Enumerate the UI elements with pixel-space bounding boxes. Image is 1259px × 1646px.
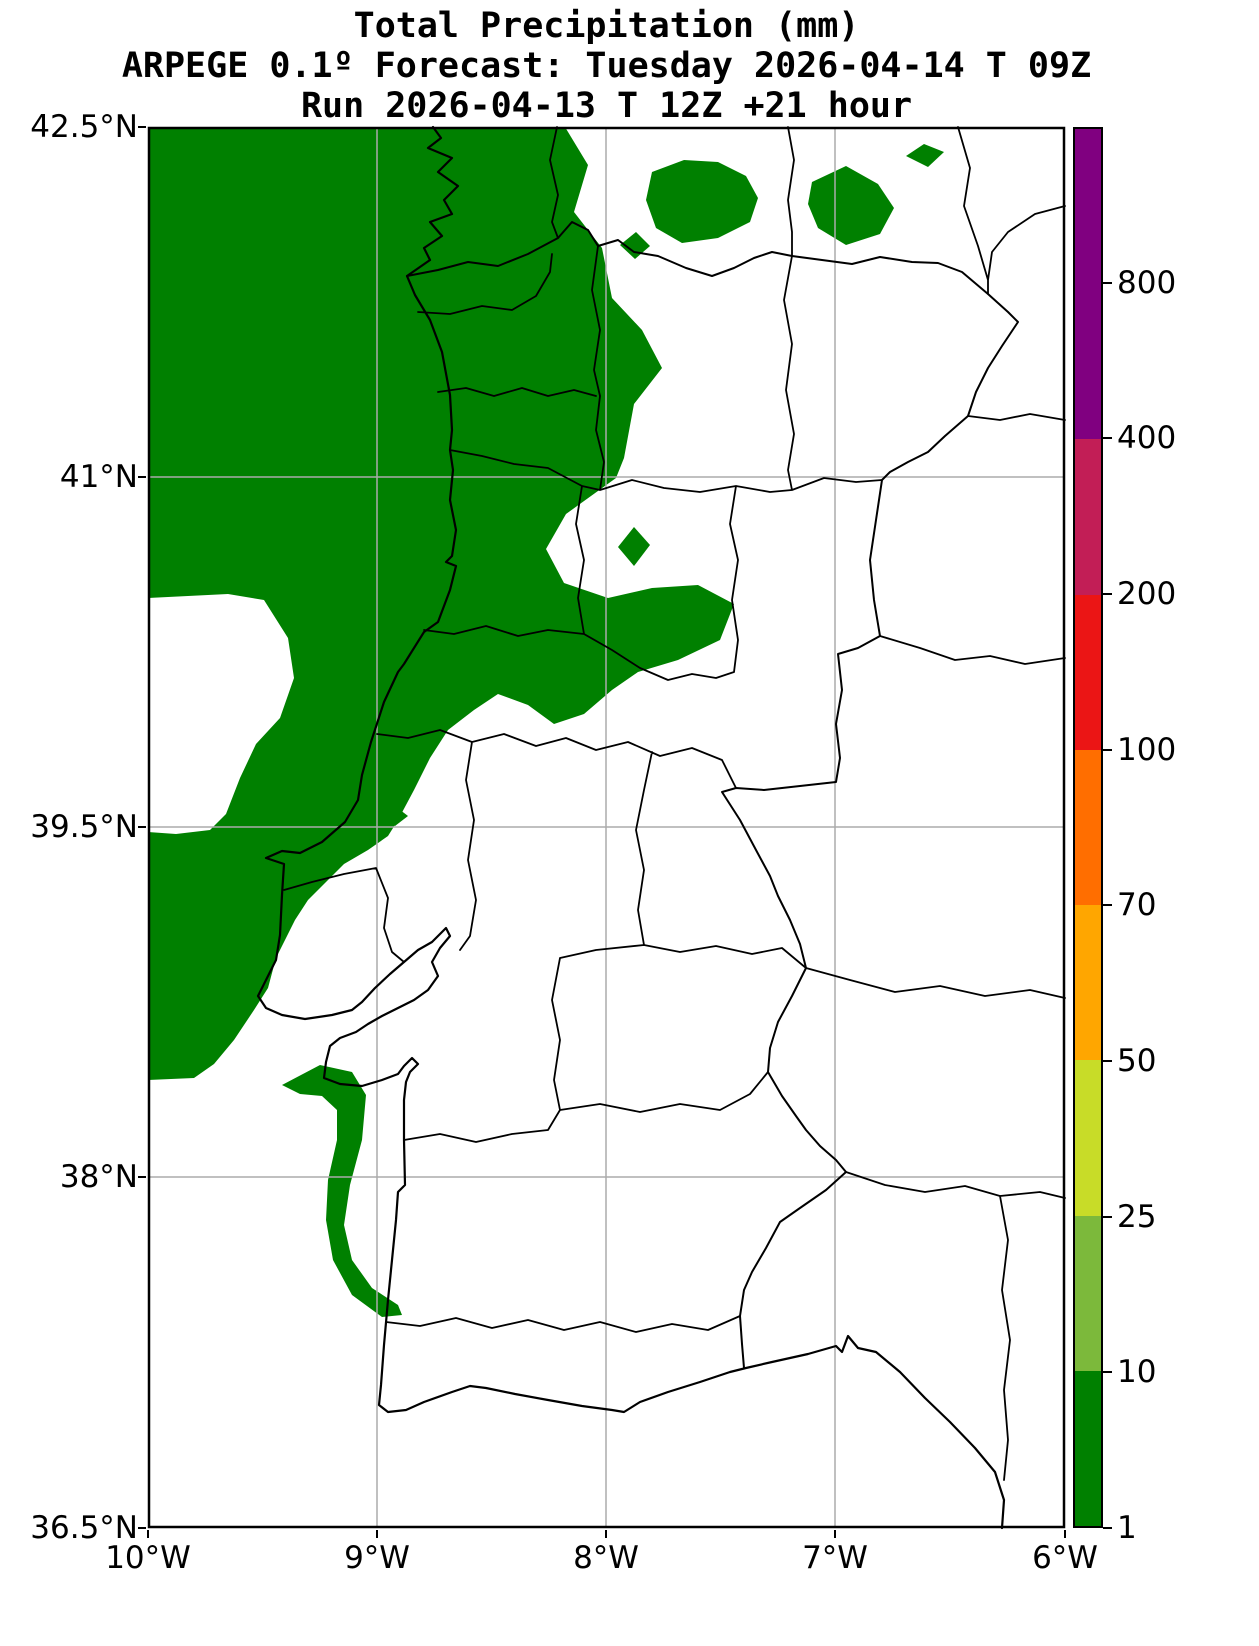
colorbar-tick-label: 100 xyxy=(1117,731,1177,768)
precip-region-small-2 xyxy=(618,527,650,566)
portugal-district-borders xyxy=(283,245,883,1333)
colorbar-tick-label: 70 xyxy=(1117,887,1157,924)
colorbar-tick xyxy=(1103,748,1112,751)
precip-region-main xyxy=(148,127,734,1080)
colorbar-segment xyxy=(1075,129,1101,285)
precip-region-blob-north-center xyxy=(646,160,758,243)
lon-tick-label: 6°W xyxy=(1032,1540,1098,1576)
colorbar-tick xyxy=(1103,1527,1112,1529)
lon-tick-label: 10°W xyxy=(105,1540,191,1576)
precip-region-blob-top-right xyxy=(906,144,944,167)
title-line-1: Total Precipitation (mm) xyxy=(353,6,860,46)
y-axis-tick xyxy=(138,826,146,828)
title-line-2: ARPEGE 0.1º Forecast: Tuesday 2026-04-14… xyxy=(121,46,1092,86)
colorbar-tick-label: 200 xyxy=(1117,576,1177,612)
x-axis-tick xyxy=(1064,1530,1066,1538)
precip-region-blob-north-east xyxy=(808,166,894,245)
precip-region-south-coast-strip xyxy=(282,1065,402,1317)
colorbar xyxy=(1073,127,1103,1528)
lat-tick-label: 39.5°N xyxy=(30,809,138,845)
x-axis-tick xyxy=(147,1530,149,1538)
colorbar-segment xyxy=(1075,594,1101,750)
spain-province-borders xyxy=(549,126,1066,1481)
coastline xyxy=(256,125,1006,1530)
colorbar-segment xyxy=(1075,905,1101,1061)
colorbar-tick-label: 10 xyxy=(1117,1354,1157,1391)
x-axis-tick xyxy=(605,1530,607,1538)
colorbar-tick xyxy=(1103,1060,1112,1062)
x-axis-tick xyxy=(376,1530,378,1538)
y-axis-tick xyxy=(138,476,146,478)
lon-tick-label: 7°W xyxy=(802,1540,868,1576)
colorbar-tick xyxy=(1103,1371,1112,1374)
colorbar-segment xyxy=(1075,1370,1101,1526)
lon-tick-label: 8°W xyxy=(573,1540,639,1576)
colorbar-tick xyxy=(1103,1215,1112,1218)
precip-hole xyxy=(148,594,294,834)
colorbar-tick-label: 50 xyxy=(1117,1043,1157,1079)
colorbar-tick-label: 400 xyxy=(1117,420,1177,457)
y-axis-tick xyxy=(138,1527,146,1529)
title-line-3: Run 2026-04-13 T 12Z +21 hour xyxy=(300,86,913,126)
colorbar-segment xyxy=(1075,1215,1101,1371)
precip-shading xyxy=(148,127,944,1317)
lat-tick-label: 41°N xyxy=(59,459,138,495)
y-axis-tick xyxy=(138,126,146,128)
precip-region-small-1 xyxy=(620,232,650,259)
colorbar-tick-label: 1 xyxy=(1117,1510,1137,1546)
colorbar-tick-label: 25 xyxy=(1117,1198,1157,1235)
gridlines xyxy=(148,127,1065,1528)
colorbar-tick xyxy=(1103,281,1112,284)
precip-region-small-3 xyxy=(383,806,408,826)
x-axis-tick xyxy=(834,1530,836,1538)
colorbar-tick xyxy=(1103,437,1112,440)
plot-frame xyxy=(147,126,1066,1529)
precipitation-map xyxy=(147,125,1066,1530)
colorbar-segment xyxy=(1075,749,1101,906)
chart-title: Total Precipitation (mm) ARPEGE 0.1º For… xyxy=(0,6,1213,126)
lon-tick-label: 9°W xyxy=(344,1540,410,1576)
lat-tick-label: 38°N xyxy=(59,1159,138,1195)
colorbar-segment xyxy=(1075,284,1101,440)
colorbar-tick-label: 800 xyxy=(1117,264,1177,301)
y-axis-tick xyxy=(138,1176,146,1178)
colorbar-segment xyxy=(1075,439,1101,595)
lat-tick-label: 36.5°N xyxy=(30,1510,138,1546)
colorbar-segment xyxy=(1075,1060,1101,1216)
country-border xyxy=(406,221,1019,1369)
colorbar-tick xyxy=(1103,904,1112,907)
colorbar-tick xyxy=(1103,593,1112,595)
lat-tick-label: 42.5°N xyxy=(30,109,138,145)
